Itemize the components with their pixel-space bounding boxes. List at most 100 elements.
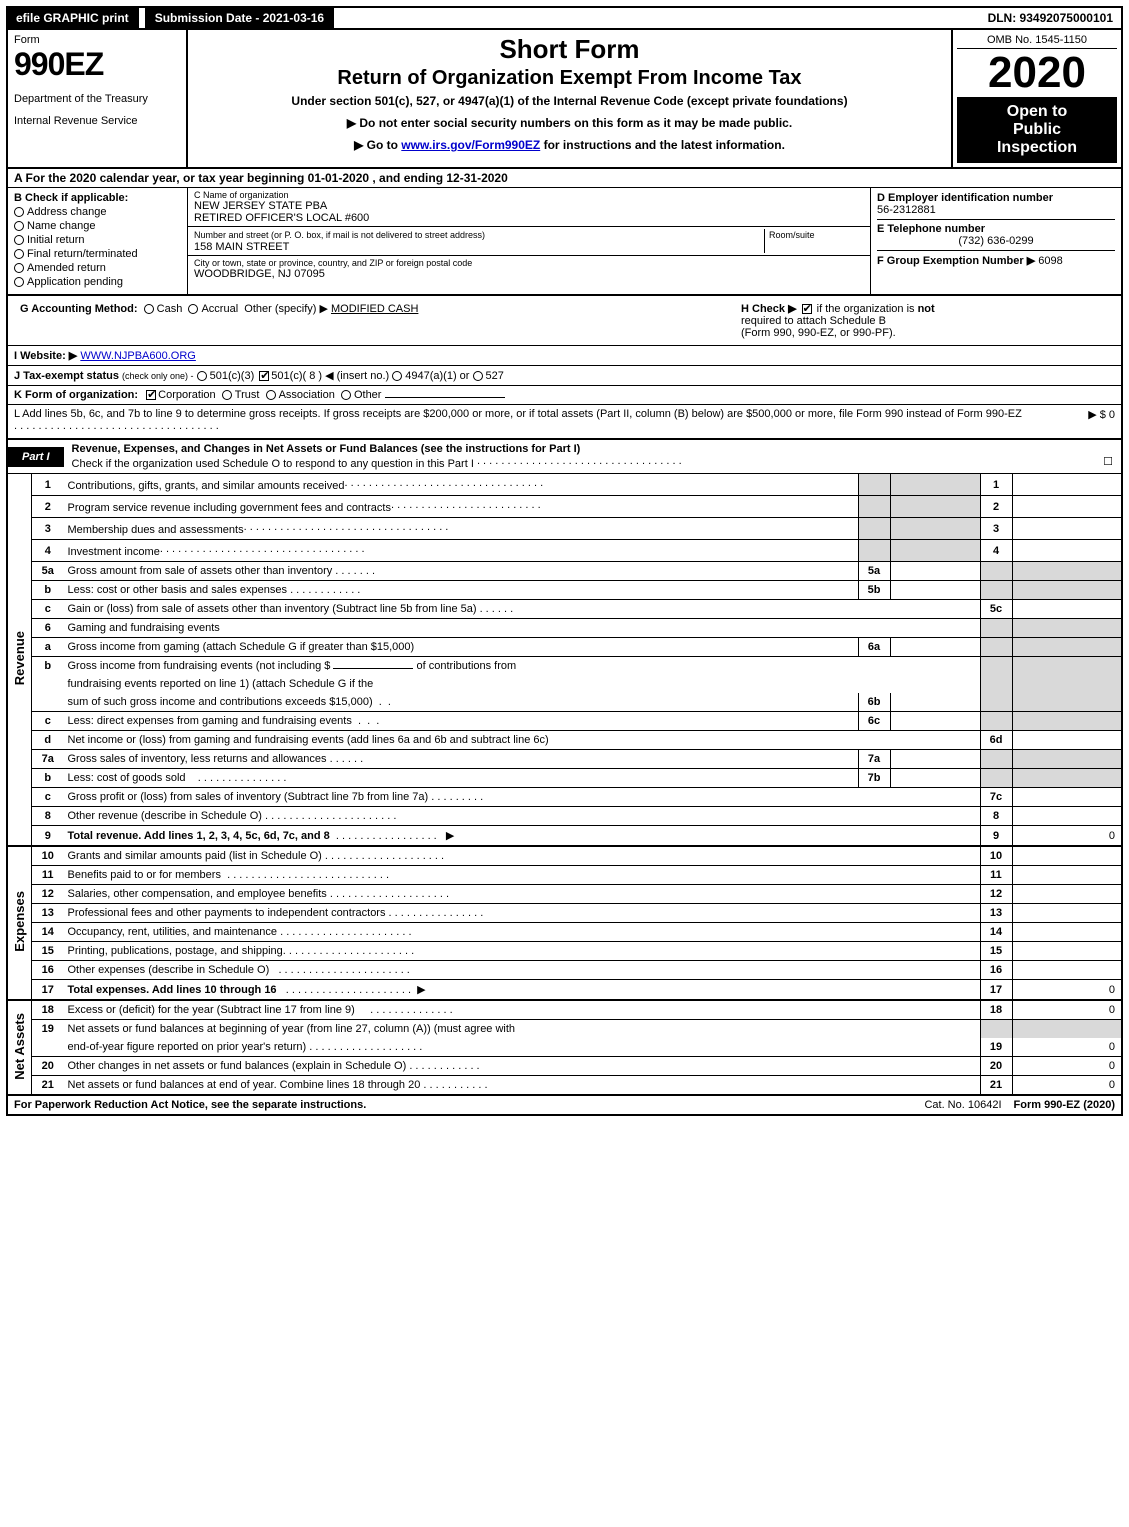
line-6b-1: b Gross income from fundraising events (… <box>7 657 1122 676</box>
j-501c-check[interactable] <box>259 371 269 381</box>
ln18-rnum: 18 <box>980 1000 1012 1020</box>
ln17-desc: Total expenses. Add lines 10 through 16 … <box>64 980 981 1001</box>
line-8: 8 Other revenue (describe in Schedule O)… <box>7 807 1122 826</box>
header-mid: Short Form Return of Organization Exempt… <box>188 30 953 167</box>
ln3-rnum: 3 <box>980 518 1012 540</box>
ln6b-minival <box>890 693 980 712</box>
ln16-desc: Other expenses (describe in Schedule O) … <box>64 961 981 980</box>
top-bar: efile GRAPHIC print Submission Date - 20… <box>6 6 1123 30</box>
form-header: Form 990EZ Department of the Treasury In… <box>6 30 1123 169</box>
ln19-desc2: end-of-year figure reported on prior yea… <box>64 1038 981 1057</box>
line-18: Net Assets 18 Excess or (deficit) for th… <box>7 1000 1122 1020</box>
line-9: 9 Total revenue. Add lines 1, 2, 3, 4, 5… <box>7 826 1122 847</box>
part-i-checkbox[interactable]: ☐ <box>1103 455 1113 468</box>
ln5c-num: c <box>32 600 64 619</box>
line-2: 2 Program service revenue including gove… <box>7 496 1122 518</box>
chk-name-change[interactable]: Name change <box>14 220 181 232</box>
k-other: Other <box>354 389 382 401</box>
open-line3: Inspection <box>961 139 1113 157</box>
ln13-amt <box>1012 904 1122 923</box>
submission-date: Submission Date - 2021-03-16 <box>145 8 334 28</box>
line-15: 15 Printing, publications, postage, and … <box>7 942 1122 961</box>
ln2-num: 2 <box>32 496 64 518</box>
j-527-radio[interactable] <box>473 371 483 381</box>
org-name-1: NEW JERSEY STATE PBA <box>194 200 864 212</box>
box-d-e-f: D Employer identification number 56-2312… <box>871 188 1121 294</box>
efile-label[interactable]: efile GRAPHIC print <box>8 8 139 28</box>
website-link[interactable]: WWW.NJPBA600.ORG <box>80 350 196 362</box>
chk-final-return[interactable]: Final return/terminated <box>14 248 181 260</box>
ln20-desc: Other changes in net assets or fund bala… <box>64 1057 981 1076</box>
h-label: H Check ▶ <box>741 303 797 315</box>
irs-link[interactable]: www.irs.gov/Form990EZ <box>401 138 540 152</box>
ln7a-mini: 7a <box>858 750 890 769</box>
ln6a-desc: Gross income from gaming (attach Schedul… <box>64 638 859 657</box>
g-accrual-radio[interactable] <box>188 304 198 314</box>
l-arrow-value: ▶ $ 0 <box>1088 408 1115 421</box>
ln15-desc: Printing, publications, postage, and shi… <box>64 942 981 961</box>
g-cash-radio[interactable] <box>144 304 154 314</box>
dept-treasury: Department of the Treasury <box>14 93 180 105</box>
ln7c-desc: Gross profit or (loss) from sales of inv… <box>64 788 981 807</box>
ein-label: D Employer identification number <box>877 192 1115 204</box>
dept-irs: Internal Revenue Service <box>14 115 180 127</box>
line-4: 4 Investment income 4 <box>7 540 1122 562</box>
ln6b-num: b <box>32 657 64 712</box>
chk-application-pending[interactable]: Application pending <box>14 276 181 288</box>
box-b: B Check if applicable: Address change Na… <box>8 188 188 294</box>
ln5b-num: b <box>32 581 64 600</box>
h-text3: (Form 990, 990-EZ, or 990-PF). <box>741 327 896 339</box>
tax-year: 2020 <box>957 51 1117 95</box>
ln11-amt <box>1012 866 1122 885</box>
line-6b-3: sum of such gross income and contributio… <box>7 693 1122 712</box>
j-501c3-radio[interactable] <box>197 371 207 381</box>
ln6c-num: c <box>32 712 64 731</box>
part-i-title: Revenue, Expenses, and Changes in Net As… <box>64 440 1121 473</box>
group-label: F Group Exemption Number ▶ <box>877 255 1035 267</box>
under-section: Under section 501(c), 527, or 4947(a)(1)… <box>196 94 943 108</box>
ln13-num: 13 <box>32 904 64 923</box>
line-10: Expenses 10 Grants and similar amounts p… <box>7 846 1122 866</box>
ln11-rnum: 11 <box>980 866 1012 885</box>
chk-amended-return[interactable]: Amended return <box>14 262 181 274</box>
line-17: 17 Total expenses. Add lines 10 through … <box>7 980 1122 1001</box>
l-dots <box>14 420 414 432</box>
line-19-1: 19 Net assets or fund balances at beginn… <box>7 1020 1122 1039</box>
line-6a: a Gross income from gaming (attach Sched… <box>7 638 1122 657</box>
ln10-desc: Grants and similar amounts paid (list in… <box>64 846 981 866</box>
ln21-desc: Net assets or fund balances at end of ye… <box>64 1076 981 1096</box>
ln5c-rnum: 5c <box>980 600 1012 619</box>
ln7a-desc: Gross sales of inventory, less returns a… <box>64 750 859 769</box>
dln-label: DLN: 93492075000101 <box>980 8 1121 28</box>
box-b-title: B Check if applicable: <box>14 192 181 204</box>
ln18-num: 18 <box>32 1000 64 1020</box>
j-501c: 501(c)( 8 ) ◀ (insert no.) <box>271 370 389 382</box>
line-11: 11 Benefits paid to or for members . . .… <box>7 866 1122 885</box>
footer-mid: Cat. No. 10642I <box>912 1099 1013 1111</box>
ln19-desc1: Net assets or fund balances at beginning… <box>64 1020 981 1039</box>
footer-right: Form 990-EZ (2020) <box>1014 1099 1115 1111</box>
part-i-dots <box>477 455 777 467</box>
ln18-amt: 0 <box>1012 1000 1122 1020</box>
return-title: Return of Organization Exempt From Incom… <box>196 67 943 90</box>
ln6b-mini: 6b <box>858 693 890 712</box>
k-other-radio[interactable] <box>341 390 351 400</box>
ln6a-num: a <box>32 638 64 657</box>
box-c: C Name of organization NEW JERSEY STATE … <box>188 188 871 294</box>
line-7b: b Less: cost of goods sold . . . . . . .… <box>7 769 1122 788</box>
j-4947-radio[interactable] <box>392 371 402 381</box>
ln10-num: 10 <box>32 846 64 866</box>
h-checkbox[interactable] <box>802 304 812 314</box>
k-trust-radio[interactable] <box>222 390 232 400</box>
k-corp-check[interactable] <box>146 390 156 400</box>
ln13-desc: Professional fees and other payments to … <box>64 904 981 923</box>
ln3-num: 3 <box>32 518 64 540</box>
k-assoc-radio[interactable] <box>266 390 276 400</box>
row-k: K Form of organization: Corporation Trus… <box>6 386 1123 405</box>
ln13-rnum: 13 <box>980 904 1012 923</box>
row-i: I Website: ▶ WWW.NJPBA600.ORG <box>6 346 1123 366</box>
chk-address-change[interactable]: Address change <box>14 206 181 218</box>
ln12-amt <box>1012 885 1122 904</box>
g-label: G Accounting Method: <box>20 303 138 315</box>
chk-initial-return[interactable]: Initial return <box>14 234 181 246</box>
